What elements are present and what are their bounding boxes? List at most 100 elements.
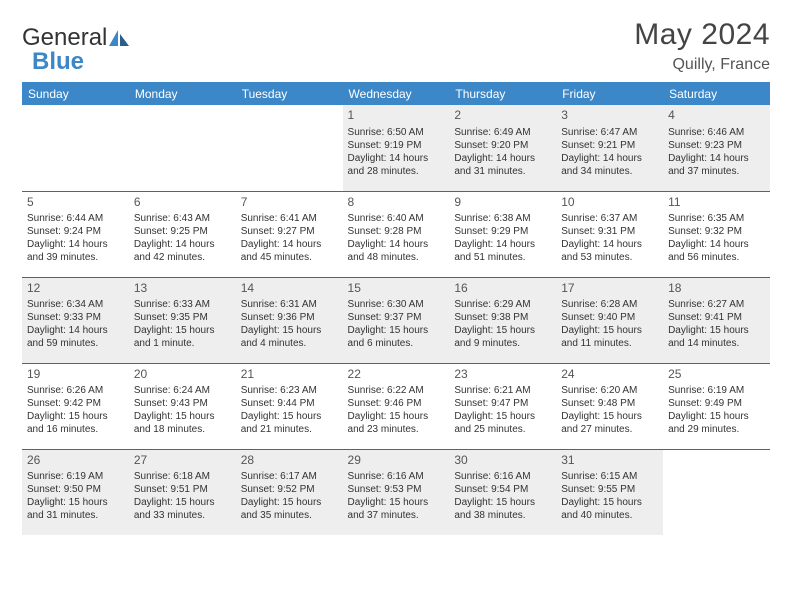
header: General May 2024 Quilly, France (22, 18, 770, 74)
day-info-line: Sunrise: 6:22 AM (348, 384, 445, 397)
day-info-line: and 34 minutes. (561, 165, 658, 178)
day-number: 6 (134, 195, 231, 211)
calendar-day-cell: 16Sunrise: 6:29 AMSunset: 9:38 PMDayligh… (449, 277, 556, 363)
calendar-day-cell: 26Sunrise: 6:19 AMSunset: 9:50 PMDayligh… (22, 449, 129, 535)
day-info-line: and 9 minutes. (454, 337, 551, 350)
day-number: 4 (668, 108, 765, 124)
calendar-day-cell: 29Sunrise: 6:16 AMSunset: 9:53 PMDayligh… (343, 449, 450, 535)
day-info-line: Daylight: 14 hours (27, 324, 124, 337)
day-number: 9 (454, 195, 551, 211)
day-info-line: Daylight: 14 hours (454, 152, 551, 165)
day-number: 8 (348, 195, 445, 211)
day-info-line: Daylight: 14 hours (348, 152, 445, 165)
calendar-day-cell: 14Sunrise: 6:31 AMSunset: 9:36 PMDayligh… (236, 277, 343, 363)
day-info-line: Daylight: 14 hours (561, 238, 658, 251)
day-info-line: Sunset: 9:32 PM (668, 225, 765, 238)
day-info-line: Sunset: 9:20 PM (454, 139, 551, 152)
calendar-day-cell: 8Sunrise: 6:40 AMSunset: 9:28 PMDaylight… (343, 191, 450, 277)
logo-text-2: Blue (32, 48, 84, 76)
weekday-header: Saturday (663, 83, 770, 106)
day-number: 25 (668, 367, 765, 383)
day-info-line: Sunset: 9:54 PM (454, 483, 551, 496)
calendar-table: Sunday Monday Tuesday Wednesday Thursday… (22, 82, 770, 535)
day-info-line: and 39 minutes. (27, 251, 124, 264)
day-info-line: Sunrise: 6:21 AM (454, 384, 551, 397)
day-number: 2 (454, 108, 551, 124)
calendar-day-cell: 13Sunrise: 6:33 AMSunset: 9:35 PMDayligh… (129, 277, 236, 363)
logo-sail-icon (109, 30, 129, 46)
day-number: 7 (241, 195, 338, 211)
day-number: 18 (668, 281, 765, 297)
day-info-line: and 4 minutes. (241, 337, 338, 350)
day-info-line: and 29 minutes. (668, 423, 765, 436)
calendar-week-row: 1Sunrise: 6:50 AMSunset: 9:19 PMDaylight… (22, 105, 770, 191)
day-info-line: Sunrise: 6:18 AM (134, 470, 231, 483)
calendar-day-cell: 15Sunrise: 6:30 AMSunset: 9:37 PMDayligh… (343, 277, 450, 363)
calendar-day-cell: 21Sunrise: 6:23 AMSunset: 9:44 PMDayligh… (236, 363, 343, 449)
day-info-line: Daylight: 15 hours (668, 410, 765, 423)
calendar-day-cell: 7Sunrise: 6:41 AMSunset: 9:27 PMDaylight… (236, 191, 343, 277)
day-number: 27 (134, 453, 231, 469)
day-info-line: Sunset: 9:33 PM (27, 311, 124, 324)
day-info-line: and 11 minutes. (561, 337, 658, 350)
day-number: 23 (454, 367, 551, 383)
day-info-line: Daylight: 14 hours (668, 238, 765, 251)
day-info-line: Sunset: 9:47 PM (454, 397, 551, 410)
calendar-day-cell: 27Sunrise: 6:18 AMSunset: 9:51 PMDayligh… (129, 449, 236, 535)
day-info-line: Daylight: 15 hours (134, 410, 231, 423)
day-info-line: Daylight: 14 hours (348, 238, 445, 251)
day-number: 26 (27, 453, 124, 469)
day-info-line: Sunrise: 6:17 AM (241, 470, 338, 483)
day-number: 17 (561, 281, 658, 297)
calendar-day-cell: 30Sunrise: 6:16 AMSunset: 9:54 PMDayligh… (449, 449, 556, 535)
day-number: 3 (561, 108, 658, 124)
day-info-line: Sunset: 9:48 PM (561, 397, 658, 410)
day-info-line: and 27 minutes. (561, 423, 658, 436)
day-info-line: Sunrise: 6:31 AM (241, 298, 338, 311)
day-info-line: Daylight: 15 hours (454, 324, 551, 337)
day-info-line: and 18 minutes. (134, 423, 231, 436)
day-info-line: and 38 minutes. (454, 509, 551, 522)
calendar-day-cell: 12Sunrise: 6:34 AMSunset: 9:33 PMDayligh… (22, 277, 129, 363)
day-number: 5 (27, 195, 124, 211)
day-info-line: Sunset: 9:35 PM (134, 311, 231, 324)
day-info-line: and 48 minutes. (348, 251, 445, 264)
calendar-week-row: 5Sunrise: 6:44 AMSunset: 9:24 PMDaylight… (22, 191, 770, 277)
day-info-line: Sunset: 9:24 PM (27, 225, 124, 238)
calendar-day-cell: 2Sunrise: 6:49 AMSunset: 9:20 PMDaylight… (449, 105, 556, 191)
day-info-line: Sunrise: 6:23 AM (241, 384, 338, 397)
day-number: 31 (561, 453, 658, 469)
day-info-line: Sunrise: 6:15 AM (561, 470, 658, 483)
day-info-line: Daylight: 15 hours (241, 324, 338, 337)
day-info-line: Sunset: 9:41 PM (668, 311, 765, 324)
day-info-line: and 23 minutes. (348, 423, 445, 436)
calendar-day-cell: 28Sunrise: 6:17 AMSunset: 9:52 PMDayligh… (236, 449, 343, 535)
day-info-line: Daylight: 15 hours (134, 324, 231, 337)
day-info-line: Sunrise: 6:33 AM (134, 298, 231, 311)
calendar-week-row: 26Sunrise: 6:19 AMSunset: 9:50 PMDayligh… (22, 449, 770, 535)
day-info-line: Sunset: 9:27 PM (241, 225, 338, 238)
day-number: 28 (241, 453, 338, 469)
day-info-line: Sunset: 9:23 PM (668, 139, 765, 152)
day-info-line: Sunrise: 6:47 AM (561, 126, 658, 139)
day-info-line: Sunrise: 6:29 AM (454, 298, 551, 311)
calendar-day-cell (663, 449, 770, 535)
day-info-line: and 28 minutes. (348, 165, 445, 178)
day-info-line: Sunset: 9:46 PM (348, 397, 445, 410)
day-info-line: and 51 minutes. (454, 251, 551, 264)
day-info-line: Sunset: 9:51 PM (134, 483, 231, 496)
calendar-day-cell: 9Sunrise: 6:38 AMSunset: 9:29 PMDaylight… (449, 191, 556, 277)
day-info-line: Sunrise: 6:19 AM (668, 384, 765, 397)
calendar-day-cell (22, 105, 129, 191)
day-number: 30 (454, 453, 551, 469)
day-info-line: and 37 minutes. (668, 165, 765, 178)
day-info-line: and 53 minutes. (561, 251, 658, 264)
weekday-header: Tuesday (236, 83, 343, 106)
day-info-line: Sunset: 9:49 PM (668, 397, 765, 410)
day-number: 15 (348, 281, 445, 297)
calendar-day-cell: 18Sunrise: 6:27 AMSunset: 9:41 PMDayligh… (663, 277, 770, 363)
day-info-line: Daylight: 15 hours (348, 410, 445, 423)
day-info-line: Sunset: 9:55 PM (561, 483, 658, 496)
day-info-line: Daylight: 15 hours (134, 496, 231, 509)
day-info-line: Sunrise: 6:43 AM (134, 212, 231, 225)
